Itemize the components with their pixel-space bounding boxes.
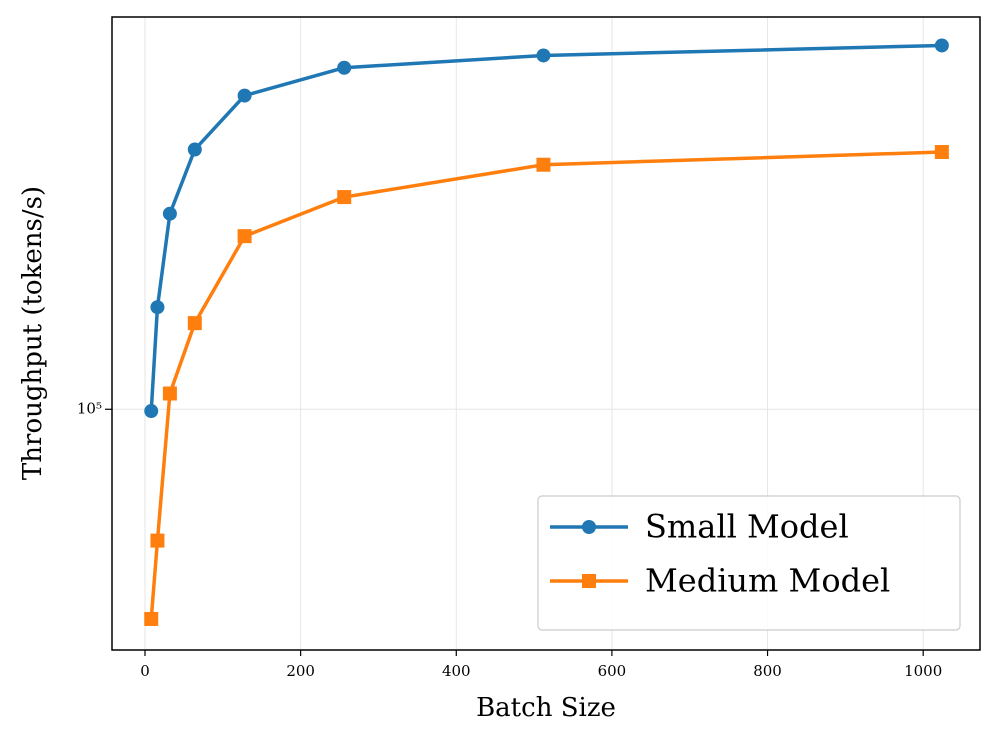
marker (144, 404, 159, 419)
legend-label: Medium Model (645, 562, 890, 600)
y-axis-label: Throughput (tokens/s) (18, 186, 48, 480)
y-tick-label: 10⁵ (77, 399, 102, 417)
x-tick-label: 800 (753, 662, 782, 680)
x-axis-label: Batch Size (476, 693, 616, 723)
marker (150, 533, 165, 548)
series-line (149, 43, 942, 412)
marker (144, 611, 159, 626)
legend: Small Model Medium Model (537, 495, 961, 631)
marker (237, 88, 252, 103)
marker (237, 229, 252, 244)
marker (536, 157, 551, 172)
x-tick-label: 600 (598, 662, 627, 680)
marker (187, 316, 202, 331)
marker (337, 60, 352, 75)
marker (162, 386, 177, 401)
marker (150, 300, 165, 315)
x-tick-label: 0 (140, 662, 150, 680)
marker (934, 145, 949, 160)
x-tick-label: 200 (286, 662, 315, 680)
x-tick-label: 1000 (904, 662, 942, 680)
marker (162, 206, 177, 221)
plot-frame (111, 16, 981, 651)
marker (934, 38, 949, 53)
marker (187, 142, 202, 157)
legend-label: Small Model (645, 508, 849, 546)
series-line (149, 150, 942, 620)
marker (337, 190, 352, 205)
x-tick-label: 400 (442, 662, 471, 680)
legend-box (537, 495, 961, 631)
marker (582, 574, 596, 588)
marker (582, 520, 596, 534)
marker (536, 48, 551, 63)
